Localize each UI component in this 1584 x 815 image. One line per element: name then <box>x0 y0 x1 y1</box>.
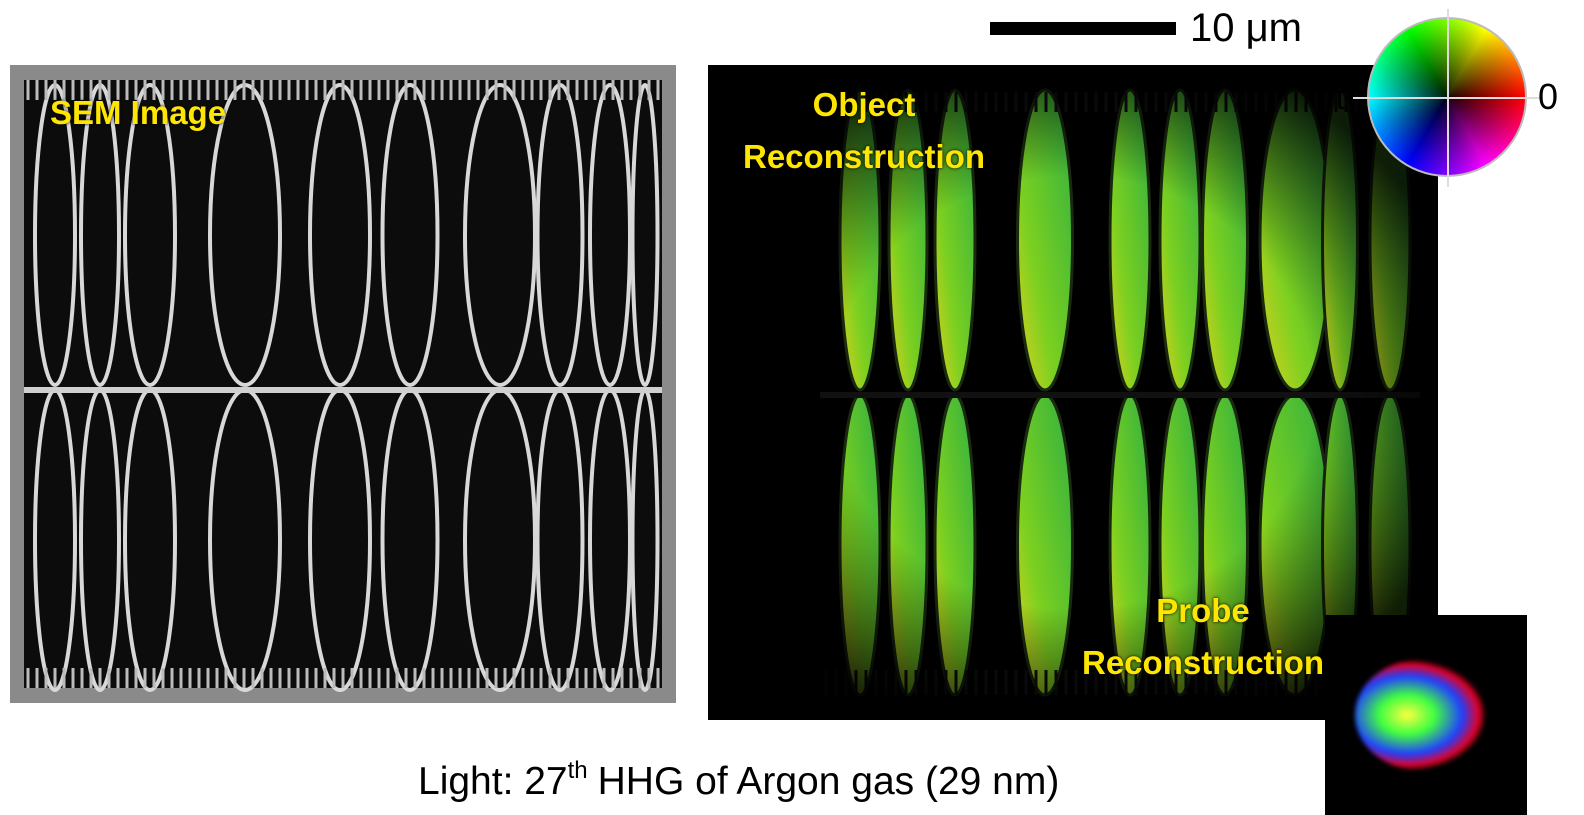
phase-pi-label: π <box>1322 76 1347 118</box>
probe-label: Probe Reconstruction <box>1082 585 1324 689</box>
label-line: Reconstruction <box>1082 637 1324 689</box>
scale-bar <box>990 22 1176 35</box>
caption-superscript: th <box>568 757 588 784</box>
panel-label: SEM Image <box>50 87 226 139</box>
figure: 10 μm π 0 SEM Image Object Reconstructio… <box>0 0 1584 815</box>
caption-text: HHG of Argon gas (29 nm) <box>598 760 1060 803</box>
panel-label: Object Reconstruction <box>743 79 985 183</box>
page: Ptychography figure {"scale_bar": {"labe… <box>0 0 1584 815</box>
label-line: Object <box>743 79 985 131</box>
phase-color-wheel <box>1367 17 1527 177</box>
label-line: Probe <box>1082 585 1324 637</box>
phase-zero-label: 0 <box>1538 76 1558 118</box>
probe-image <box>1325 615 1527 815</box>
probe-spot <box>1355 660 1485 770</box>
caption-text: Light: 27 <box>418 760 568 803</box>
label-line: SEM Image <box>50 87 226 139</box>
scale-bar-label: 10 μm <box>1190 6 1302 51</box>
label-line: Reconstruction <box>743 131 985 183</box>
caption: Light: 27th HHG of Argon gas (29 nm) <box>418 757 1059 804</box>
